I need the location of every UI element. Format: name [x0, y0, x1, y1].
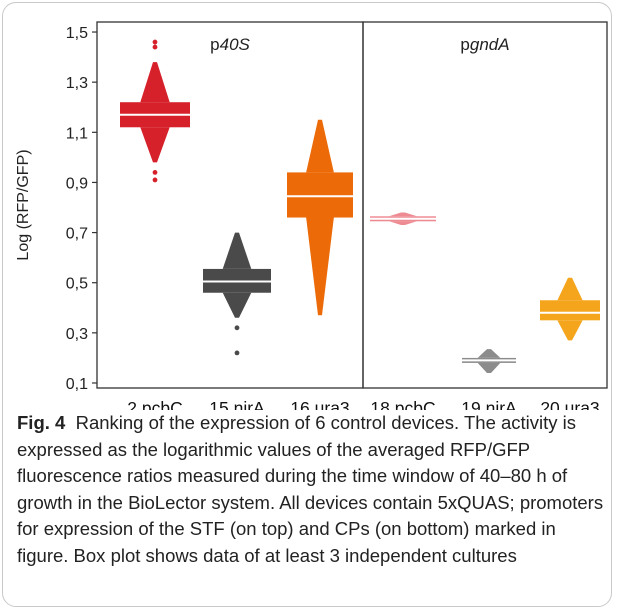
panel-title: p40S — [210, 35, 250, 54]
panel-frame-right — [362, 21, 608, 389]
box-outlier — [152, 39, 158, 45]
y-tick-label: 0,9 — [66, 175, 88, 192]
caption-text: Ranking of the expression of 6 control d… — [17, 412, 604, 566]
figure-caption: Fig. 4 Ranking of the expression of 6 co… — [17, 410, 607, 569]
box-whisker-lower — [557, 320, 583, 341]
box-outlier — [152, 170, 158, 175]
box-whisker-lower — [389, 221, 417, 226]
box-outlier — [152, 177, 158, 183]
y-tick-label: 1,3 — [66, 75, 88, 92]
x-category-label: 15 nirA — [209, 398, 265, 410]
box-body — [540, 300, 600, 321]
x-category-label: 2 pcbC — [127, 398, 182, 410]
x-category-label: 19 nirA — [461, 398, 517, 410]
box-whisker-lower — [306, 217, 334, 316]
box-plot-chart: 0,1 0,3 0,5 0,7 0,9 1,1 1,3 1,5 Log (RFP/GFP) p40… — [15, 21, 608, 410]
box-whisker-upper — [306, 119, 334, 173]
box-whisker-upper — [557, 277, 583, 301]
box-whisker-upper — [389, 212, 417, 217]
figure-frame — [2, 2, 612, 607]
x-category-label: 18 pcbC — [370, 398, 435, 410]
y-tick-label: 0,5 — [66, 276, 88, 293]
box-whisker-upper — [222, 232, 252, 269]
x-category-label: 20 ura3 — [540, 398, 599, 410]
y-tick-label: 0,1 — [66, 376, 88, 393]
box-whisker-lower — [140, 127, 170, 163]
y-tick-label: 0,3 — [66, 326, 88, 343]
y-axis-label: Log (RFP/GFP) — [15, 149, 32, 260]
box-whisker-lower — [222, 292, 252, 318]
box-outlier — [234, 350, 240, 356]
box-body — [287, 172, 353, 218]
box-outlier — [234, 325, 240, 331]
panel-title: pgndA — [460, 35, 509, 54]
y-tick-label: 0,7 — [66, 226, 88, 243]
y-tick-label: 1,1 — [66, 125, 88, 142]
x-category-label: 16 ura3 — [290, 398, 349, 410]
box-whisker-upper — [477, 349, 501, 358]
box-whisker-lower — [477, 362, 501, 373]
box-outlier — [152, 44, 158, 50]
figure-label: Fig. 4 — [17, 412, 66, 433]
box-whisker-upper — [140, 62, 170, 103]
y-tick-label: 1,5 — [66, 25, 88, 42]
